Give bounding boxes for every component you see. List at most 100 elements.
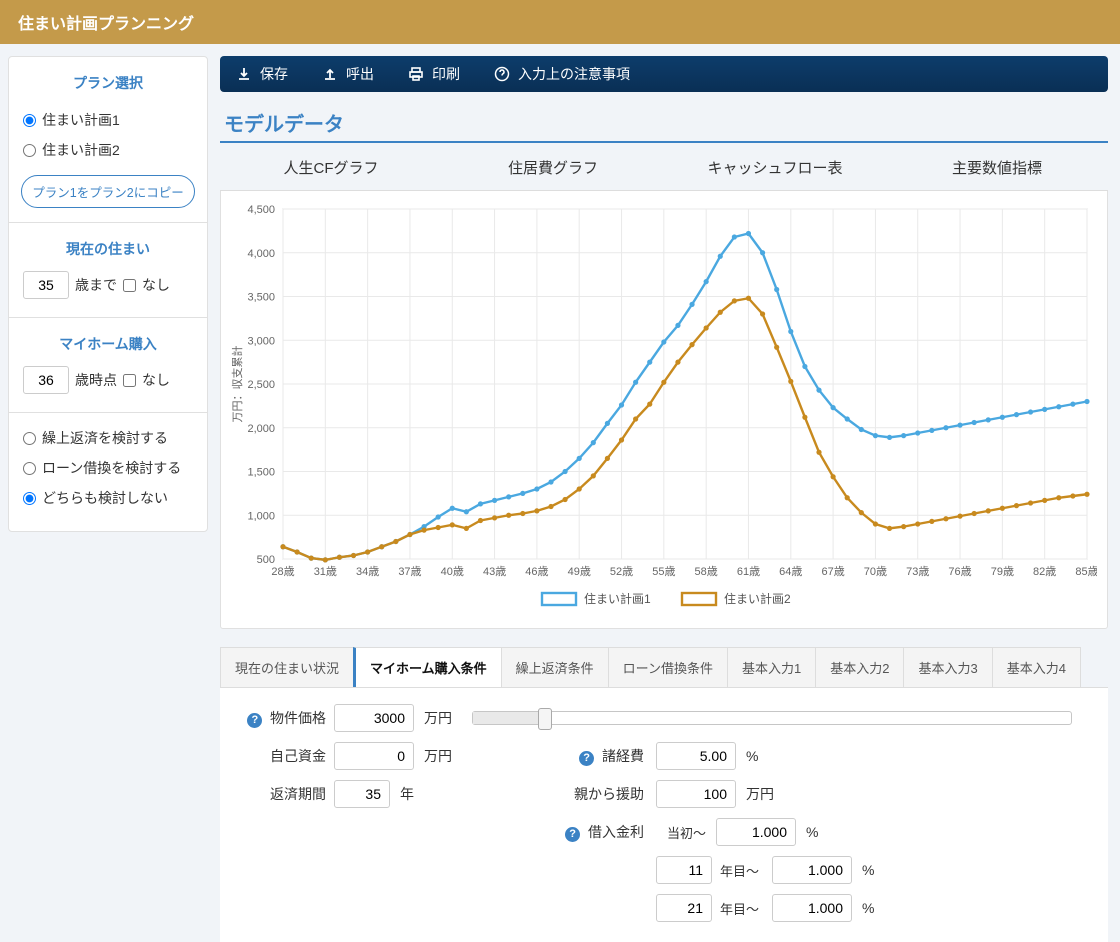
svg-text:万円：収支累計: 万円：収支累計 — [230, 346, 244, 423]
cond-tab-4[interactable]: 基本入力1 — [727, 647, 816, 687]
rate3-year-input[interactable] — [656, 894, 712, 922]
opt-refinance-radio[interactable] — [23, 462, 36, 475]
svg-text:67歳: 67歳 — [821, 565, 844, 578]
current-home-title: 現在の住まい — [21, 233, 195, 267]
own-funds-label: 自己資金 — [226, 746, 334, 766]
svg-text:43歳: 43歳 — [483, 565, 506, 578]
svg-text:2,500: 2,500 — [247, 379, 275, 391]
loan-period-label: 返済期間 — [226, 784, 334, 804]
svg-text:46歳: 46歳 — [525, 565, 548, 578]
svg-text:73歳: 73歳 — [906, 565, 929, 578]
svg-text:85歳: 85歳 — [1075, 565, 1097, 578]
cond-tab-1[interactable]: マイホーム購入条件 — [353, 647, 502, 687]
opt-prepay[interactable]: 繰上返済を検討する — [21, 423, 195, 453]
interest-label: ? 借入金利 — [526, 822, 656, 842]
rate2-year-input[interactable] — [656, 856, 712, 884]
svg-text:住まい計画2: 住まい計画2 — [724, 591, 791, 606]
parent-help-label: 親から援助 — [526, 784, 656, 804]
model-title: モデルデータ — [224, 108, 1108, 137]
app-title: 住まい計画プランニング — [18, 16, 194, 33]
property-price-input[interactable] — [334, 704, 414, 732]
condition-panel: ? 物件価格 万円 自己資金 万円 — [220, 687, 1108, 942]
plan-select-title: プラン選択 — [21, 67, 195, 101]
upload-icon — [322, 66, 338, 82]
svg-text:500: 500 — [257, 554, 275, 566]
rate3-input[interactable] — [772, 894, 852, 922]
buy-home-none-checkbox[interactable] — [123, 374, 136, 387]
plan-radio-1[interactable] — [23, 114, 36, 127]
cond-tab-0[interactable]: 現在の住まい状況 — [220, 647, 354, 687]
svg-text:1,500: 1,500 — [247, 467, 275, 479]
cond-tab-5[interactable]: 基本入力2 — [815, 647, 904, 687]
svg-text:34歳: 34歳 — [356, 565, 379, 578]
svg-text:1,000: 1,000 — [247, 510, 275, 522]
save-button[interactable]: 保存 — [236, 64, 288, 84]
svg-text:79歳: 79歳 — [991, 565, 1014, 578]
svg-text:40歳: 40歳 — [441, 565, 464, 578]
own-funds-input[interactable] — [334, 742, 414, 770]
svg-text:52歳: 52歳 — [610, 565, 633, 578]
svg-text:70歳: 70歳 — [864, 565, 887, 578]
sidebar: プラン選択 住まい計画1 住まい計画2 プラン1をプラン2にコピー 現在の住まい… — [8, 56, 208, 532]
svg-text:64歳: 64歳 — [779, 565, 802, 578]
chart-tabs: 人生CFグラフ住居費グラフキャッシュフロー表主要数値指標 — [220, 145, 1108, 191]
svg-text:住まい計画1: 住まい計画1 — [584, 591, 651, 606]
help-icon — [494, 66, 510, 82]
opt-prepay-radio[interactable] — [23, 432, 36, 445]
chart-tab-2[interactable]: キャッシュフロー表 — [664, 145, 886, 191]
buy-home-age-suffix: 歳時点 — [75, 370, 117, 390]
chart-tab-3[interactable]: 主要数値指標 — [886, 145, 1108, 191]
print-icon — [408, 66, 424, 82]
action-bar: 保存 呼出 印刷 入力上の注意事項 — [220, 56, 1108, 92]
svg-text:4,500: 4,500 — [247, 204, 275, 216]
buy-home-age-input[interactable] — [23, 366, 69, 394]
svg-text:55歳: 55歳 — [652, 565, 675, 578]
cond-tab-6[interactable]: 基本入力3 — [903, 647, 992, 687]
svg-text:3,000: 3,000 — [247, 335, 275, 347]
copy-plan-button[interactable]: プラン1をプラン2にコピー — [21, 175, 195, 208]
chart-tab-0[interactable]: 人生CFグラフ — [220, 145, 442, 191]
info-icon[interactable]: ? — [565, 827, 580, 842]
svg-text:3,500: 3,500 — [247, 292, 275, 304]
app-header: 住まい計画プランニング — [0, 0, 1120, 44]
slider-thumb[interactable] — [538, 708, 552, 730]
svg-text:58歳: 58歳 — [695, 565, 718, 578]
svg-text:2,000: 2,000 — [247, 423, 275, 435]
print-button[interactable]: 印刷 — [408, 64, 460, 84]
download-icon — [236, 66, 252, 82]
current-home-age-input[interactable] — [23, 271, 69, 299]
svg-text:28歳: 28歳 — [271, 565, 294, 578]
cond-tab-7[interactable]: 基本入力4 — [992, 647, 1081, 687]
property-price-label: ? 物件価格 — [226, 708, 334, 728]
call-button[interactable]: 呼出 — [322, 64, 374, 84]
notes-button[interactable]: 入力上の注意事項 — [494, 64, 630, 84]
svg-text:82歳: 82歳 — [1033, 565, 1056, 578]
chart-panel: 500 1,000 1,500 2,000 2,500 3,000 3,500 4,000 4,… — [220, 190, 1108, 629]
plan-option-1[interactable]: 住まい計画1 — [21, 105, 195, 135]
plan-radio-2[interactable] — [23, 144, 36, 157]
parent-help-input[interactable] — [656, 780, 736, 808]
misc-cost-input[interactable] — [656, 742, 736, 770]
opt-refinance[interactable]: ローン借換を検討する — [21, 453, 195, 483]
info-icon[interactable]: ? — [247, 713, 262, 728]
cond-tab-3[interactable]: ローン借換条件 — [608, 647, 728, 687]
plan-option-2[interactable]: 住まい計画2 — [21, 135, 195, 165]
current-home-age-suffix: 歳まで — [75, 275, 117, 295]
rate2-input[interactable] — [772, 856, 852, 884]
svg-text:4,000: 4,000 — [247, 248, 275, 260]
price-slider[interactable] — [472, 711, 1072, 725]
opt-neither[interactable]: どちらも検討しない — [21, 483, 195, 513]
info-icon[interactable]: ? — [579, 751, 594, 766]
buy-home-title: マイホーム購入 — [21, 328, 195, 362]
chart-tab-1[interactable]: 住居費グラフ — [442, 145, 664, 191]
svg-text:31歳: 31歳 — [314, 565, 337, 578]
buy-home-none-label: なし — [142, 370, 170, 390]
rate-initial-input[interactable] — [716, 818, 796, 846]
cond-tab-2[interactable]: 繰上返済条件 — [501, 647, 609, 687]
loan-period-input[interactable] — [334, 780, 390, 808]
condition-tabs: 現在の住まい状況マイホーム購入条件繰上返済条件ローン借換条件基本入力1基本入力2… — [220, 647, 1108, 687]
current-home-none-label: なし — [142, 275, 170, 295]
current-home-none-checkbox[interactable] — [123, 279, 136, 292]
opt-neither-radio[interactable] — [23, 492, 36, 505]
svg-text:61歳: 61歳 — [737, 565, 760, 578]
